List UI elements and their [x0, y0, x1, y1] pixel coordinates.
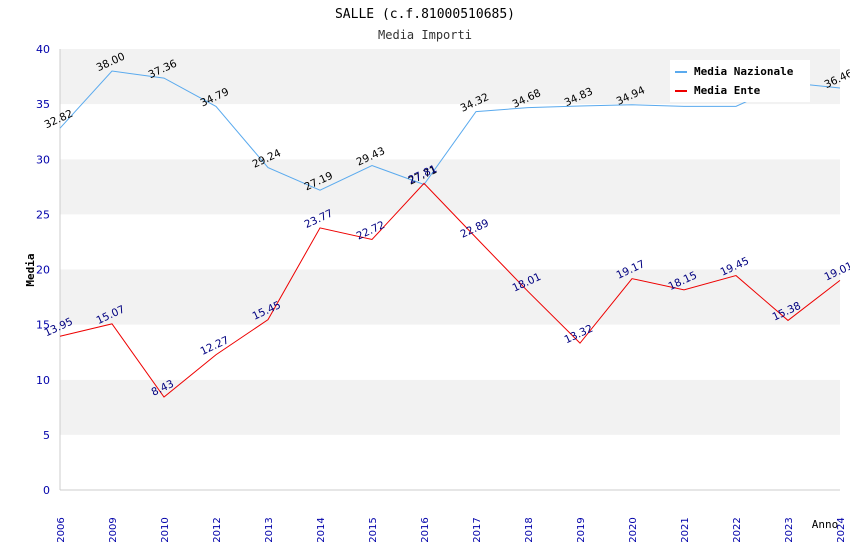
y-axis-label: Media	[24, 253, 37, 286]
grid-band	[60, 159, 840, 215]
grid-band	[60, 104, 840, 160]
x-tick-label: 2013	[264, 517, 275, 542]
grid-band	[60, 434, 840, 490]
legend-label-media-ente: Media Ente	[694, 84, 761, 97]
x-tick-label: 2019	[576, 517, 587, 542]
grid-band	[60, 269, 840, 325]
chart-title: SALLE (c.f.81000510685)	[335, 7, 515, 22]
x-tick-label: 2012	[212, 517, 223, 542]
y-tick-labels: 0 5 10 15 20 25 30 35 40	[36, 43, 50, 497]
x-tick-label: 2016	[420, 517, 431, 542]
y-tick-label: 40	[36, 43, 50, 56]
legend-box	[670, 60, 810, 102]
x-tick-label: 2021	[680, 517, 691, 542]
x-tick-label: 2015	[368, 517, 379, 542]
series-lines	[59, 70, 841, 398]
x-tick-label: 2014	[316, 517, 327, 542]
x-tick-label: 2018	[524, 517, 535, 542]
y-tick-label: 30	[36, 153, 50, 166]
x-tick-label: 2023	[784, 517, 795, 542]
grid-band	[60, 214, 840, 270]
axes	[59, 49, 840, 491]
x-tick-label: 2017	[472, 517, 483, 542]
x-tick-label: 2020	[628, 517, 639, 542]
legend-label-media-nazionale: Media Nazionale	[694, 65, 794, 78]
y-tick-label: 25	[36, 208, 50, 221]
x-tick-label: 2010	[160, 517, 171, 542]
legend: Media Nazionale Media Ente	[670, 60, 810, 102]
y-tick-label: 15	[36, 319, 50, 332]
y-tick-label: 5	[43, 429, 50, 442]
x-tick-label: 2009	[108, 517, 119, 542]
x-tick-label: 2022	[732, 517, 743, 542]
y-tick-label: 35	[36, 98, 50, 111]
grid-band	[60, 379, 840, 435]
grid-bands	[60, 49, 840, 490]
x-tick-label: 2006	[56, 517, 67, 542]
y-tick-label: 20	[36, 264, 50, 277]
x-axis-label: Anno	[812, 518, 839, 531]
chart-subtitle: Media Importi	[378, 28, 472, 42]
series-line-media-ente	[59, 182, 841, 398]
series-line-media-nazionale	[59, 70, 841, 191]
x-tick-labels: 2006 2009 2010 2012 2013 2014 2015 2016 2017 2018…	[56, 517, 847, 542]
y-tick-label: 0	[43, 484, 50, 497]
y-tick-label: 10	[36, 374, 50, 387]
x-tick-label: 2024	[836, 517, 847, 542]
grid-band	[60, 324, 840, 380]
